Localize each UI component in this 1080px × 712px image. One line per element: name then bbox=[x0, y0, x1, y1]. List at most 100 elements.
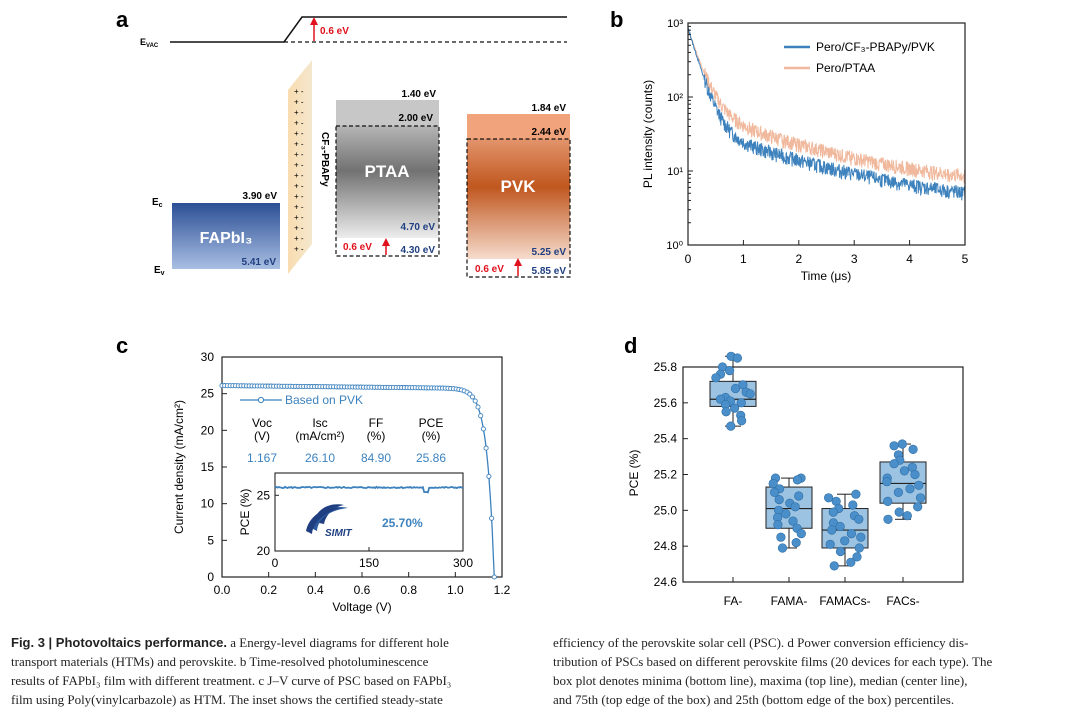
jv-point bbox=[486, 473, 492, 479]
y-tick-label-b: 10³ bbox=[667, 18, 683, 30]
category-label: FAMACs- bbox=[819, 594, 870, 608]
x-tick-label-b: 1 bbox=[740, 252, 747, 266]
data-point bbox=[840, 536, 850, 546]
data-point bbox=[794, 491, 804, 501]
data-point bbox=[827, 525, 837, 535]
jv-point bbox=[491, 574, 497, 580]
data-point bbox=[788, 516, 798, 526]
jv-point bbox=[478, 413, 484, 419]
x-tick-label-c: 1.2 bbox=[494, 583, 511, 597]
inset-value-label: 25.70% bbox=[382, 516, 423, 530]
data-point bbox=[791, 537, 801, 548]
data-point bbox=[732, 353, 743, 363]
y-tick-label-d: 25.6 bbox=[654, 396, 678, 410]
inset-x-tick-label: 150 bbox=[359, 556, 379, 570]
pl-curve-cf3-pbapy bbox=[688, 27, 966, 201]
box-fa bbox=[709, 351, 757, 431]
box-famacs bbox=[821, 489, 869, 571]
data-point bbox=[769, 487, 780, 498]
data-point bbox=[828, 507, 838, 517]
data-point bbox=[846, 557, 856, 567]
caption-right: efficiency of the perovskite solar cell … bbox=[553, 633, 1073, 709]
table-unit-isc: (mA/cm²) bbox=[295, 429, 344, 443]
data-point bbox=[773, 520, 783, 530]
inset-y-tick-label: 25 bbox=[257, 488, 271, 502]
plot-c-axes: 0.0 0.2 0.4 0.6 0.8 1.0 1.2 0 5 10 15 20 25 30 bbox=[201, 350, 511, 597]
table-unit-ff: (%) bbox=[367, 429, 386, 443]
table-header-voc: Voc bbox=[252, 416, 272, 430]
legend-label-cf3-pbapy: Pero/CF₃-PBAPy/PVK bbox=[816, 40, 935, 54]
caption-right-line-2: box plot denotes minima (bottom line), m… bbox=[553, 673, 968, 688]
data-point bbox=[736, 416, 747, 426]
data-point bbox=[781, 509, 791, 519]
data-point bbox=[854, 543, 864, 553]
fapbi3-bottom-value: 5.41 eV bbox=[242, 257, 277, 268]
data-point bbox=[894, 507, 904, 517]
data-point bbox=[730, 383, 741, 394]
ptaa-homo-old: 4.30 eV bbox=[401, 245, 436, 256]
y-tick-label-d: 24.8 bbox=[654, 539, 678, 553]
x-tick-label-c: 0.6 bbox=[354, 583, 371, 597]
y-tick-label-c: 20 bbox=[201, 423, 215, 437]
data-point bbox=[835, 521, 845, 532]
charge-glyph: + - bbox=[294, 87, 304, 96]
caption-left-line-2: results of FAPbI₃ film with different tr… bbox=[11, 673, 452, 688]
charge-glyph: + - bbox=[294, 140, 304, 149]
panel-label-c: c bbox=[116, 333, 128, 358]
plot-b-ylabel: PL intensity (counts) bbox=[641, 80, 655, 188]
x-tick-label-c: 0.0 bbox=[214, 583, 231, 597]
x-tick-label-b: 0 bbox=[685, 252, 692, 266]
table-value-isc: 26.10 bbox=[305, 451, 335, 465]
charge-glyph: + - bbox=[294, 119, 304, 128]
metrics-table: Voc Isc FF PCE (V) (mA/cm²) (%) (%) 1.16… bbox=[247, 416, 446, 465]
category-label: FAMA- bbox=[771, 594, 808, 608]
x-tick-label-b: 2 bbox=[795, 252, 802, 266]
data-point bbox=[889, 459, 899, 469]
table-header-isc: Isc bbox=[312, 416, 327, 430]
plot-b-axes: 0 1 2 3 4 5 10⁰ 10¹ 10² 10³ bbox=[666, 18, 968, 266]
data-point bbox=[902, 511, 912, 521]
data-point bbox=[796, 528, 806, 539]
cf3-pbapy-layer bbox=[288, 60, 312, 274]
panel-label-b: b bbox=[610, 7, 623, 32]
pvk-homo-old: 5.85 eV bbox=[532, 266, 567, 277]
caption-left-line-1: transport materials (HTMs) and perovskit… bbox=[11, 654, 429, 669]
charge-glyph: + - bbox=[294, 245, 304, 254]
data-point bbox=[721, 407, 731, 417]
charge-glyph: + - bbox=[294, 234, 304, 243]
data-point bbox=[726, 421, 736, 431]
pl-curve-pero-ptaa bbox=[688, 29, 966, 184]
plot-b-xlabel: Time (μs) bbox=[801, 269, 851, 283]
charge-glyph: + - bbox=[294, 203, 304, 212]
x-tick-label-b: 4 bbox=[906, 252, 913, 266]
category-label: FACs- bbox=[886, 594, 919, 608]
charge-glyph: + - bbox=[294, 108, 304, 117]
data-point bbox=[729, 403, 740, 413]
caption-right-line-1: tribution of PSCs based on different per… bbox=[553, 654, 993, 669]
data-point bbox=[915, 493, 926, 503]
data-point bbox=[856, 532, 866, 542]
caption-left: Fig. 3 | Photovoltaics performance. a En… bbox=[11, 633, 526, 709]
data-point bbox=[914, 480, 924, 490]
plot-b-frame bbox=[687, 22, 966, 246]
inset-ylabel: PCE (%) bbox=[238, 489, 252, 536]
inset-frame bbox=[274, 472, 464, 552]
vacuum-level-line bbox=[170, 16, 567, 43]
charge-glyph: + - bbox=[294, 98, 304, 107]
table-header-pce: PCE bbox=[419, 416, 444, 430]
data-point bbox=[883, 496, 893, 507]
y-tick-label-d: 25.0 bbox=[654, 503, 678, 517]
data-point bbox=[889, 441, 899, 451]
data-point bbox=[724, 366, 735, 376]
inset-y-tick-label: 20 bbox=[257, 544, 271, 558]
data-point bbox=[897, 439, 907, 449]
simit-logo-text: SIMIT bbox=[325, 528, 353, 539]
pvk-band bbox=[467, 139, 570, 259]
data-point bbox=[835, 546, 846, 557]
panel-c: c 0.0 0.2 0.4 0.6 0.8 1.0 1.2 0 5 10 15 20 25 30 Curr… bbox=[116, 333, 511, 614]
x-tick-label-b: 5 bbox=[962, 252, 969, 266]
table-header-ff: FF bbox=[369, 416, 384, 430]
data-point bbox=[910, 469, 920, 480]
data-point bbox=[777, 543, 788, 553]
